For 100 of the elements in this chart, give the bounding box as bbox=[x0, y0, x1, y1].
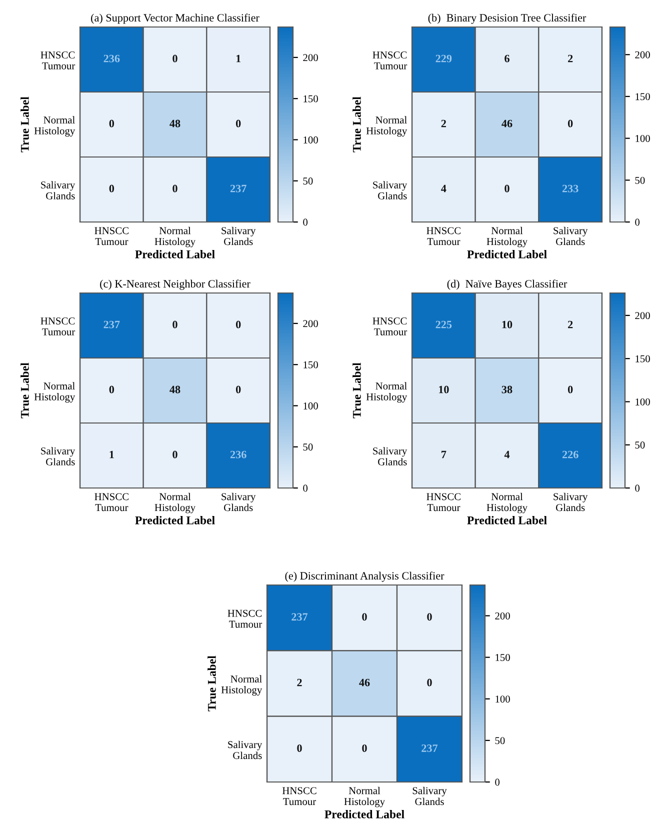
data-label: 236 bbox=[104, 54, 120, 62]
y-tick-label: HNSCC Tumour bbox=[228, 610, 262, 628]
data-label: 0 bbox=[172, 450, 178, 458]
color-bar-label: 100 bbox=[636, 134, 650, 142]
color-bar-label: 200 bbox=[495, 612, 510, 620]
data-label: 229 bbox=[436, 54, 452, 62]
data-label: 48 bbox=[170, 386, 180, 394]
data-label: 38 bbox=[502, 386, 512, 394]
x-axis-title: Predicted Label bbox=[467, 516, 547, 524]
data-label: 237 bbox=[230, 184, 246, 192]
data-label: 2 bbox=[568, 54, 573, 62]
data-label: 0 bbox=[109, 120, 114, 128]
data-label: 48 bbox=[170, 120, 180, 128]
x-tick-label: Normal Histology bbox=[154, 492, 196, 514]
color-bar-label: 0 bbox=[303, 484, 308, 492]
color-bar-label: 50 bbox=[303, 444, 313, 451]
x-axis-title: Predicted Label bbox=[135, 250, 215, 258]
color-bar-label: 100 bbox=[304, 402, 318, 410]
y-tick-label: Normal Histology bbox=[366, 382, 408, 403]
x-tick-label: HNSCC Tumour bbox=[94, 493, 128, 512]
x-tick-label: HNSCC Tumour bbox=[94, 227, 128, 246]
chart-title: (b) Binary Desision Tree Classifier bbox=[428, 14, 586, 24]
y-axis-title: True Label bbox=[352, 96, 361, 152]
color-bar-label: 150 bbox=[636, 355, 650, 362]
data-label: 2 bbox=[568, 320, 573, 328]
y-tick-label: Salivary Glands bbox=[373, 181, 408, 200]
data-label: 0 bbox=[172, 54, 178, 62]
data-label: 10 bbox=[502, 320, 512, 328]
color-bar-label: 50 bbox=[635, 442, 645, 449]
data-label: 4 bbox=[504, 450, 510, 458]
data-label: 226 bbox=[562, 450, 578, 458]
data-label: 1 bbox=[110, 450, 114, 458]
data-label: 46 bbox=[502, 120, 512, 128]
color-bar-label: 0 bbox=[495, 778, 500, 786]
x-tick-label: Normal Histology bbox=[154, 226, 196, 248]
x-tick-label: HNSCC Tumour bbox=[282, 787, 316, 806]
color-bar-label: 50 bbox=[495, 737, 505, 744]
data-label: 233 bbox=[562, 184, 578, 192]
data-label: 0 bbox=[236, 386, 241, 394]
data-label: 0 bbox=[427, 678, 432, 686]
y-tick-label: Salivary Glands bbox=[41, 181, 76, 200]
color-bar-label: 0 bbox=[303, 218, 308, 226]
x-tick-label: Salivary Glands bbox=[412, 786, 447, 806]
y-tick-label: Normal Histology bbox=[366, 116, 408, 137]
x-tick-label: HNSCC Tumour bbox=[426, 493, 460, 512]
color-bar-label: 50 bbox=[303, 178, 313, 185]
y-tick-label: Normal Histology bbox=[34, 382, 76, 403]
color-bar-label: 150 bbox=[496, 654, 510, 662]
color-bar-label: 200 bbox=[635, 312, 650, 320]
y-axis-title: True Label bbox=[208, 656, 216, 712]
y-tick-label: Salivary Glands bbox=[41, 447, 76, 466]
color-bar-label: 150 bbox=[304, 361, 318, 368]
color-bar-label: 0 bbox=[635, 484, 640, 492]
color-bar-label: 200 bbox=[303, 320, 318, 328]
data-label: 0 bbox=[172, 184, 178, 192]
color-bar-label: 0 bbox=[635, 218, 640, 226]
data-label: 46 bbox=[359, 678, 370, 686]
data-label: 0 bbox=[109, 184, 114, 192]
y-tick-label: Salivary Glands bbox=[228, 740, 262, 760]
data-label: 6 bbox=[504, 54, 510, 62]
data-label: 0 bbox=[568, 120, 573, 128]
data-label: 0 bbox=[362, 744, 367, 752]
color-bar-label: 200 bbox=[303, 54, 318, 62]
y-tick-label: Salivary Glands bbox=[373, 447, 408, 466]
y-tick-label: Normal Histology bbox=[34, 116, 76, 137]
data-label: 4 bbox=[441, 184, 446, 192]
color-bar-label: 100 bbox=[304, 136, 318, 144]
x-tick-label: Salivary Glands bbox=[554, 492, 588, 512]
data-label: 0 bbox=[236, 320, 241, 328]
data-label: 1 bbox=[236, 54, 241, 62]
x-tick-label: Salivary Glands bbox=[554, 226, 588, 246]
y-tick-label: HNSCC Tumour bbox=[40, 51, 76, 70]
data-label: 236 bbox=[230, 450, 246, 458]
chart-title: (c) K-Nearest Neighbor Classifier bbox=[100, 280, 250, 290]
data-label: 0 bbox=[504, 184, 510, 192]
x-tick-label: Normal Histology bbox=[486, 492, 528, 514]
data-label: 7 bbox=[442, 450, 446, 458]
y-axis-title: True Label bbox=[352, 362, 361, 418]
data-label: 0 bbox=[297, 744, 302, 752]
chart-title: (a) Support Vector Machine Classifier bbox=[91, 14, 260, 24]
chart-title: (d) Naïve Bayes Classifier bbox=[447, 280, 568, 290]
data-label: 0 bbox=[172, 320, 178, 328]
x-axis-title: Predicted Label bbox=[324, 810, 404, 818]
data-label: 225 bbox=[436, 320, 452, 328]
data-label: 2 bbox=[297, 678, 302, 686]
data-label: 0 bbox=[362, 613, 367, 621]
data-label: 237 bbox=[422, 744, 438, 752]
x-axis-title: Predicted Label bbox=[467, 250, 547, 258]
color-bar-label: 150 bbox=[636, 93, 650, 100]
y-axis-title: True Label bbox=[20, 362, 29, 418]
chart-title: (e) Discriminant Analysis Classifier bbox=[285, 572, 444, 582]
color-bar-label: 100 bbox=[496, 696, 510, 703]
y-tick-label: HNSCC Tumour bbox=[372, 317, 408, 336]
data-label: 0 bbox=[236, 120, 241, 128]
data-label: 10 bbox=[439, 386, 449, 394]
color-bar-label: 50 bbox=[635, 176, 645, 184]
data-label: 237 bbox=[104, 320, 120, 328]
data-label: 0 bbox=[427, 613, 432, 621]
color-bar-label: 200 bbox=[635, 51, 650, 58]
data-label: 0 bbox=[109, 386, 114, 394]
